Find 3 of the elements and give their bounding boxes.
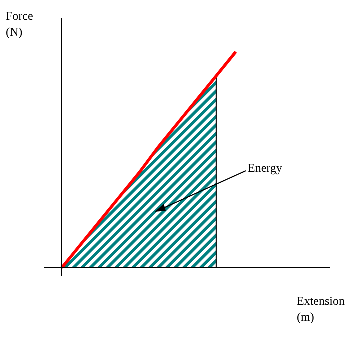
y-axis-title: Force (N) bbox=[6, 9, 34, 39]
x-axis-title: Extension (m) bbox=[297, 294, 345, 324]
text: Energy bbox=[248, 161, 282, 175]
